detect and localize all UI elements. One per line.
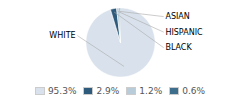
svg-text:WHITE: WHITE: [49, 31, 75, 40]
html-text:1.2%: 1.2%: [139, 86, 163, 96]
svg-text:HISPANIC: HISPANIC: [165, 28, 203, 37]
svg-text:ASIAN: ASIAN: [165, 12, 189, 21]
html-text:95.3%: 95.3%: [47, 86, 77, 96]
html-text:0.6%: 0.6%: [182, 86, 206, 96]
html-text:2.9%: 2.9%: [96, 86, 120, 96]
svg-text:BLACK: BLACK: [165, 43, 192, 52]
